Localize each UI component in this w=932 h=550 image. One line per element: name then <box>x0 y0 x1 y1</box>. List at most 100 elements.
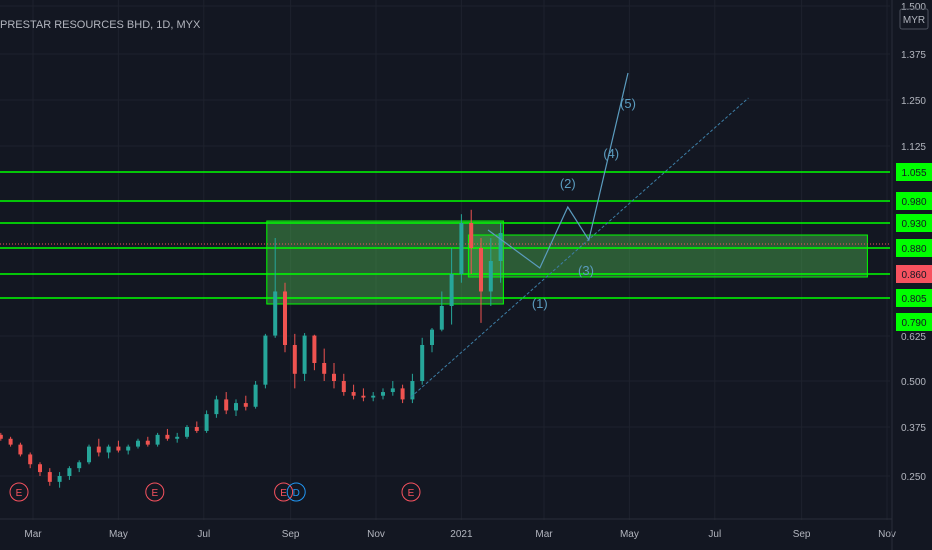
price-tag-label: 1.055 <box>901 168 926 179</box>
y-tick-label: 0.250 <box>901 472 926 483</box>
x-tick-label: Nov <box>367 529 385 540</box>
candle-body <box>77 462 82 469</box>
candle-body <box>8 438 13 445</box>
candle-body <box>224 399 229 411</box>
candle-body <box>263 335 268 385</box>
event-marker-label: E <box>151 488 158 499</box>
elliott-wave-path <box>487 72 629 269</box>
candles <box>0 209 503 488</box>
event-marker-label: E <box>16 488 23 499</box>
candle-body <box>234 403 238 411</box>
candle-body <box>175 436 180 439</box>
candle-body <box>292 345 297 374</box>
candle-body <box>194 427 199 431</box>
y-tick-label: 0.375 <box>901 423 926 434</box>
currency-badge <box>899 8 929 30</box>
earnings-marker <box>401 482 421 502</box>
x-tick-label: May <box>620 529 639 540</box>
x-tick-label: Jul <box>197 529 210 540</box>
candle-body <box>126 446 131 451</box>
price-tag <box>896 192 932 210</box>
candle-body <box>332 373 336 381</box>
y-tick-label: 1.500 <box>901 2 926 13</box>
candle-body <box>214 399 219 415</box>
wave-label: (5) <box>620 96 636 111</box>
y-tick-label: 0.625 <box>901 332 926 343</box>
candle-body <box>273 291 278 336</box>
drawings: (1) (2) (3) (4) (5) <box>410 72 749 398</box>
wave-label: (2) <box>560 176 576 191</box>
candle-body <box>322 363 327 374</box>
candle-body <box>449 274 454 306</box>
candle-body <box>0 434 3 439</box>
candle-body <box>341 381 346 393</box>
candle-body <box>390 388 395 393</box>
candle-body <box>243 403 248 407</box>
x-tick-label: Mar <box>535 529 553 540</box>
candle-body <box>351 392 356 396</box>
wave-label: (3) <box>578 263 594 278</box>
candle-body <box>479 248 483 292</box>
candle-body <box>18 444 23 455</box>
x-tick-label: 2021 <box>450 529 473 540</box>
candle-body <box>57 476 62 482</box>
candle-body <box>439 306 444 330</box>
candle-body <box>145 440 150 445</box>
price-tag <box>896 313 932 331</box>
chart-title: PRESTAR RESOURCES BHD, 1D, MYX <box>0 19 201 31</box>
currency-label: MYR <box>903 15 925 26</box>
earnings-marker <box>9 482 29 502</box>
candle-body <box>410 381 415 400</box>
x-tick-label: May <box>109 529 128 540</box>
candle-body <box>498 233 503 261</box>
y-tick-label: 1.250 <box>901 96 926 107</box>
price-tag-label: 0.930 <box>901 219 926 230</box>
candle-body <box>136 440 140 447</box>
candle-body <box>302 335 307 374</box>
candle-body <box>116 446 121 451</box>
event-marker-label: E <box>408 488 415 499</box>
wave-label: (1) <box>532 296 548 311</box>
trendline <box>410 97 749 398</box>
candle-body <box>204 414 209 431</box>
candle-body <box>283 291 287 345</box>
candle-body <box>165 434 170 439</box>
x-tick-label: Jul <box>708 529 721 540</box>
y-tick-label: 1.375 <box>901 50 926 61</box>
candle-body <box>459 223 464 274</box>
y-tick-label: 0.500 <box>901 377 926 388</box>
price-tag-label: 0.805 <box>901 294 926 305</box>
earnings-marker <box>145 482 165 502</box>
candle-body <box>400 388 405 400</box>
candle-body <box>488 261 493 292</box>
x-tick-label: Nov <box>878 529 896 540</box>
green-zones <box>266 220 868 305</box>
candle-body <box>47 472 52 482</box>
candle-body <box>361 395 366 398</box>
candle-body <box>430 329 434 345</box>
price-tag-label: 0.880 <box>901 244 926 255</box>
price-tag <box>896 289 932 307</box>
x-tick-label: Mar <box>24 529 42 540</box>
x-tick-label: Sep <box>282 529 300 540</box>
candle-body <box>469 223 474 248</box>
price-tag-label: 0.790 <box>901 318 926 329</box>
candle-body <box>253 384 258 407</box>
price-tag-label: 0.980 <box>901 197 926 208</box>
x-tick-label: Sep <box>793 529 811 540</box>
candle-body <box>96 446 101 453</box>
candle-body <box>155 434 160 445</box>
grid <box>0 0 890 520</box>
y-tick-label: 1.125 <box>901 142 926 153</box>
price-tag-label: 0.860 <box>901 270 926 281</box>
earnings-marker <box>274 482 294 502</box>
candle-body <box>67 468 72 476</box>
range-box-projection <box>467 234 868 278</box>
candle-body <box>371 395 376 398</box>
price-tag <box>896 265 932 283</box>
event-marker-label: D <box>293 488 300 499</box>
